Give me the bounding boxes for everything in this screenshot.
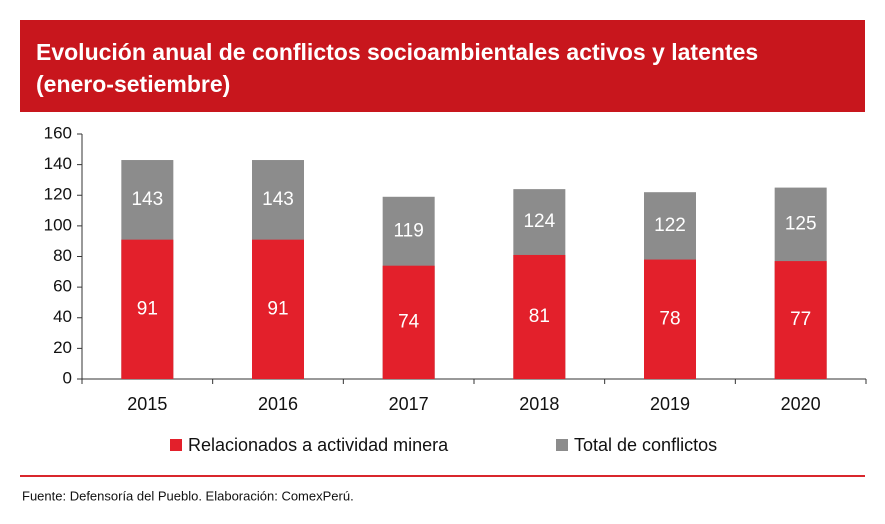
data-label: 122	[654, 215, 686, 236]
bar	[774, 261, 827, 379]
x-tick-label: 2019	[650, 394, 690, 414]
legend-swatch	[556, 439, 568, 451]
chart-subtitle: (enero-setiembre)	[36, 71, 230, 97]
x-tick-label: 2017	[389, 394, 429, 414]
y-tick-label: 160	[44, 123, 72, 142]
data-label: 81	[529, 306, 550, 327]
data-label: 143	[131, 189, 163, 210]
x-tick-label: 2018	[519, 394, 559, 414]
data-label: 77	[790, 309, 811, 330]
data-label: 91	[267, 298, 288, 319]
source: Fuente: Defensoría del Pueblo. Elaboraci…	[22, 488, 354, 503]
y-tick-label: 20	[53, 338, 72, 357]
y-tick-label: 140	[44, 154, 72, 173]
x-tick-label: 2016	[258, 394, 298, 414]
data-label: 125	[785, 213, 817, 234]
bar	[644, 259, 696, 379]
data-label: 143	[262, 189, 294, 210]
y-tick-label: 100	[44, 215, 72, 234]
legend-label: Relacionados a actividad minera	[188, 435, 449, 455]
bar	[252, 239, 304, 379]
legend-label: Total de conflictos	[574, 435, 717, 455]
data-label: 119	[394, 220, 424, 241]
y-tick-label: 120	[44, 185, 72, 204]
bar	[513, 254, 566, 379]
y-tick-label: 60	[53, 277, 72, 296]
legend-swatch	[170, 439, 182, 451]
y-tick-label: 40	[53, 307, 72, 326]
data-label: 78	[659, 308, 680, 329]
bar	[121, 239, 174, 379]
bar	[382, 265, 435, 379]
x-tick-label: 2020	[781, 394, 821, 414]
y-tick-label: 0	[63, 368, 72, 387]
data-label: 74	[398, 311, 420, 332]
title-banner	[20, 20, 865, 112]
chart-title: Evolución anual de conflictos socioambie…	[36, 39, 758, 65]
data-label: 124	[523, 211, 555, 232]
data-label: 91	[137, 298, 158, 319]
x-tick-label: 2015	[127, 394, 167, 414]
y-tick-label: 80	[53, 246, 72, 265]
